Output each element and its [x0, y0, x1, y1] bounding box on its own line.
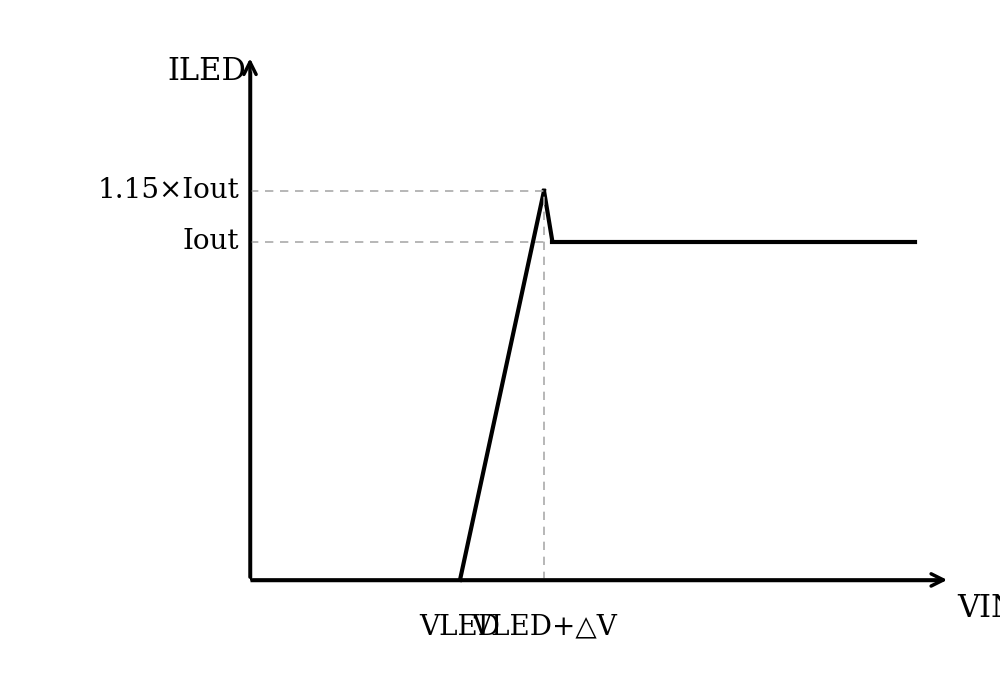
Text: VLED+△V: VLED+△V: [471, 613, 617, 641]
Text: VLED: VLED: [420, 613, 501, 641]
Text: Iout: Iout: [183, 228, 240, 255]
Text: ILED: ILED: [168, 56, 246, 87]
Text: VIN: VIN: [957, 593, 1000, 625]
Text: 1.15×Iout: 1.15×Iout: [98, 178, 240, 204]
